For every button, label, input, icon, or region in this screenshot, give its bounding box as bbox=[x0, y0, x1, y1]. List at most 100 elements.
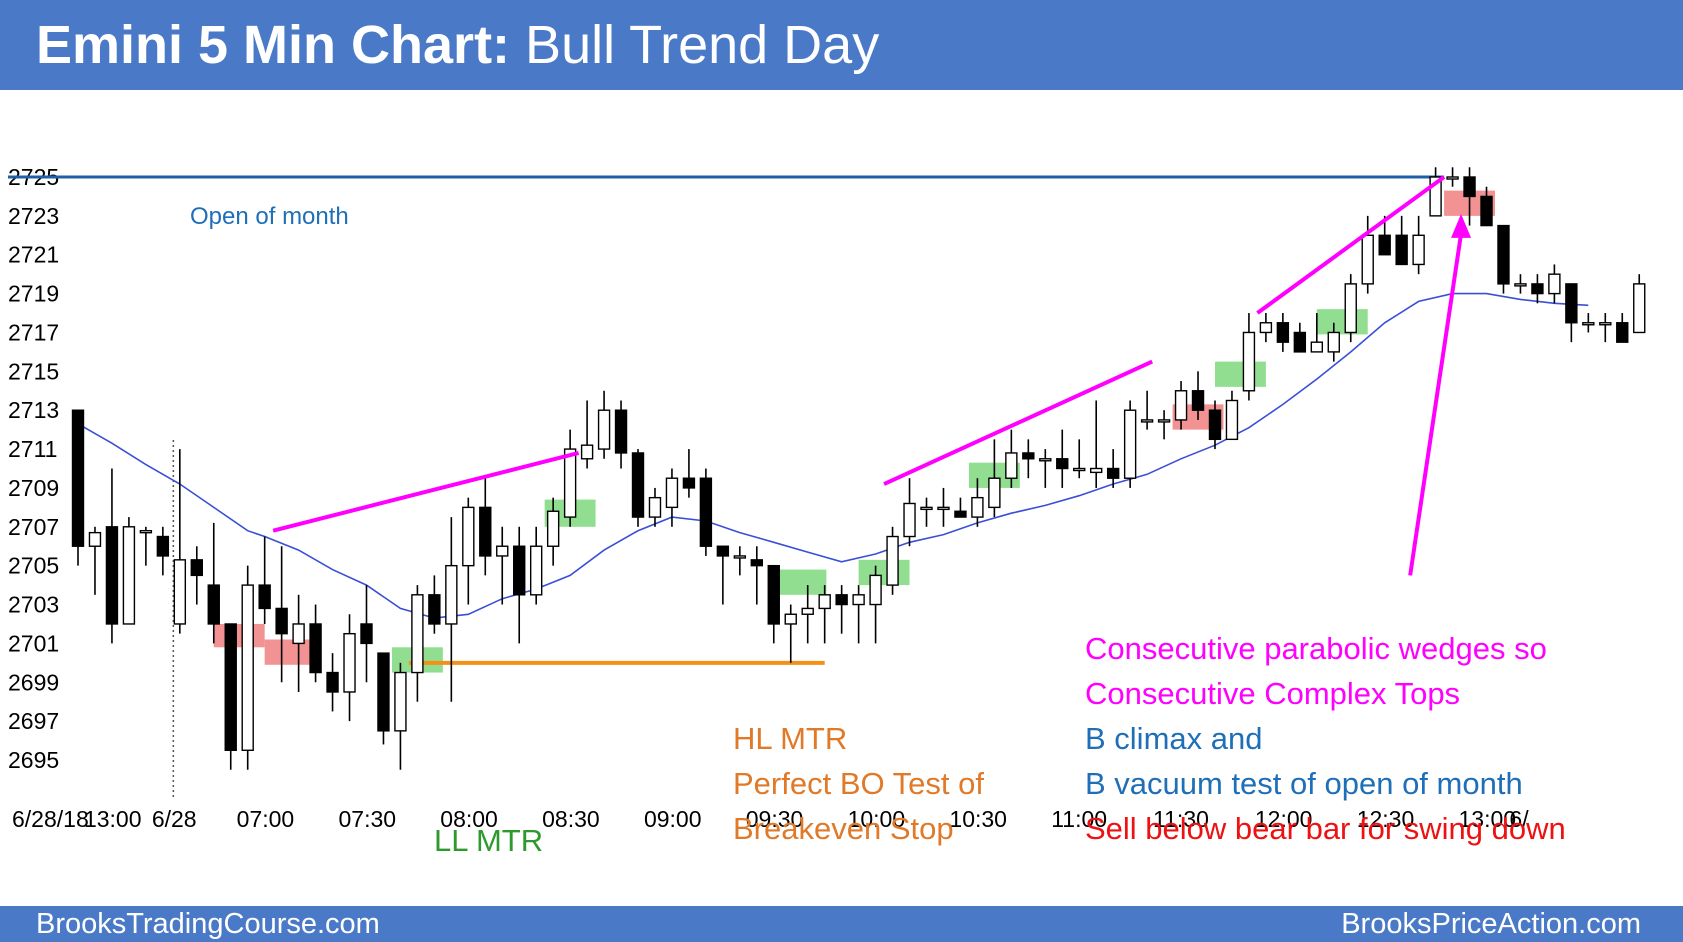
candle bbox=[309, 604, 322, 683]
bull-candle-body bbox=[1140, 419, 1154, 423]
candle bbox=[1633, 274, 1646, 334]
x-tick-label: 6/28 bbox=[152, 806, 197, 832]
candle bbox=[1395, 215, 1408, 266]
candle bbox=[1208, 400, 1222, 450]
candle bbox=[377, 652, 390, 745]
red-entry-box bbox=[213, 623, 265, 648]
bull-candle-body bbox=[563, 448, 577, 518]
candle bbox=[971, 478, 984, 527]
candle bbox=[835, 585, 848, 634]
candle bbox=[1242, 313, 1256, 401]
y-tick-label: 2707 bbox=[8, 514, 59, 540]
y-tick-label: 2695 bbox=[8, 747, 59, 773]
bull-candle-body bbox=[445, 564, 458, 625]
candle bbox=[258, 536, 271, 624]
bull-candle-body bbox=[580, 444, 594, 460]
ema-line bbox=[77, 292, 1589, 619]
candle bbox=[1327, 322, 1340, 362]
bull-candle-body bbox=[462, 506, 475, 567]
bear-candle-body bbox=[156, 535, 170, 557]
bull-candle-body bbox=[1361, 234, 1374, 285]
candle bbox=[428, 575, 441, 634]
bear-candle-body bbox=[1191, 390, 1205, 411]
candle bbox=[1157, 410, 1171, 440]
bull-candle-body bbox=[801, 607, 814, 615]
bull-candle-body bbox=[784, 613, 797, 625]
bear-candle-body bbox=[1531, 283, 1544, 295]
bear-candle-body bbox=[258, 584, 271, 610]
note-line-4: B vacuum test of open of month bbox=[1085, 766, 1523, 801]
bear-candle-body bbox=[682, 477, 696, 489]
candle bbox=[1429, 167, 1442, 217]
candle bbox=[1022, 439, 1035, 479]
bull-candle-body bbox=[88, 531, 102, 547]
candle bbox=[937, 487, 950, 527]
candle bbox=[852, 585, 865, 644]
title-bar: Emini 5 Min Chart: Bull Trend Day bbox=[0, 0, 1683, 90]
candle bbox=[1276, 313, 1290, 352]
wedge-line bbox=[883, 359, 1154, 486]
bull-candle-body bbox=[394, 671, 407, 732]
candle bbox=[682, 449, 696, 498]
bull-candle-body bbox=[869, 574, 882, 606]
candle bbox=[1225, 390, 1239, 441]
bear-candle-body bbox=[1276, 322, 1290, 343]
bull-candle-body bbox=[971, 496, 984, 518]
bear-candle-body bbox=[1565, 283, 1578, 324]
candle bbox=[1310, 313, 1324, 353]
candle bbox=[1344, 274, 1357, 343]
title-bold: Emini 5 Min Chart: bbox=[36, 15, 511, 75]
x-tick-label: 11:30 bbox=[1153, 806, 1209, 832]
bear-candle-body bbox=[275, 607, 288, 635]
bull-candle-body bbox=[1039, 458, 1052, 462]
bull-candle-body bbox=[920, 506, 933, 511]
bull-candle-body bbox=[937, 506, 950, 511]
bear-candle-body bbox=[1463, 176, 1476, 198]
bull-candle-body bbox=[1514, 283, 1527, 287]
bear-candle-body bbox=[1480, 195, 1493, 227]
y-tick-label: 2723 bbox=[8, 203, 59, 229]
candle bbox=[1446, 167, 1459, 187]
candle bbox=[71, 409, 85, 566]
bull-candle-body bbox=[988, 477, 1001, 509]
candle bbox=[1480, 186, 1493, 227]
candle bbox=[631, 449, 645, 527]
candle bbox=[462, 497, 475, 605]
candle bbox=[597, 390, 611, 459]
y-tick-label: 2715 bbox=[8, 358, 59, 384]
candle bbox=[784, 604, 797, 663]
x-tick-label: 09:30 bbox=[746, 806, 804, 832]
y-tick-label: 2717 bbox=[8, 319, 59, 345]
bull-candle-body bbox=[1429, 176, 1442, 217]
note-line-3: B climax and bbox=[1085, 721, 1262, 756]
candle bbox=[173, 449, 187, 634]
red-entry-box bbox=[264, 639, 316, 665]
bear-candle-body bbox=[767, 564, 780, 625]
bull-candle-body bbox=[411, 594, 424, 674]
bear-candle-body bbox=[614, 409, 628, 454]
bull-candle-body bbox=[1582, 322, 1595, 326]
bull-candle-body bbox=[733, 555, 747, 559]
candle bbox=[1005, 429, 1018, 488]
candle bbox=[1259, 313, 1273, 343]
bear-candle-body bbox=[835, 594, 848, 606]
candle bbox=[750, 546, 763, 605]
candle bbox=[801, 585, 814, 644]
candle bbox=[224, 623, 237, 770]
candle bbox=[1123, 400, 1137, 488]
candle bbox=[1599, 313, 1612, 343]
wedge-line bbox=[1256, 175, 1446, 315]
bull-candle-body bbox=[852, 594, 865, 606]
wedge-line bbox=[272, 451, 580, 533]
candle bbox=[1548, 264, 1561, 304]
note-line-1: Consecutive parabolic wedges so bbox=[1085, 631, 1547, 666]
bull-candle-body bbox=[529, 545, 543, 596]
x-tick-label: 11:00 bbox=[1051, 806, 1107, 832]
bear-candle-body bbox=[1497, 224, 1510, 285]
x-tick-label: 12:00 bbox=[1255, 806, 1313, 832]
bull-candle-body bbox=[597, 409, 611, 450]
candle bbox=[699, 468, 713, 556]
bull-candle-body bbox=[1005, 452, 1018, 479]
bear-candle-body bbox=[207, 584, 220, 625]
